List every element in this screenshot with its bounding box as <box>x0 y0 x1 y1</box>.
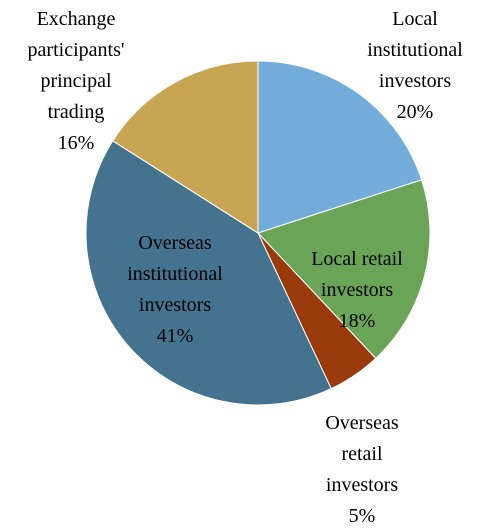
value-label: 41% <box>157 325 194 347</box>
value-label: 18% <box>339 310 376 332</box>
value-label: 16% <box>58 132 95 154</box>
pie-slice <box>112 60 259 234</box>
value-label: 20% <box>397 101 434 123</box>
pie-slice <box>85 140 332 406</box>
value-label: 5% <box>349 505 376 527</box>
pie-slice <box>257 60 423 234</box>
pie-slice <box>257 179 431 360</box>
slice-label: Local retail investors <box>311 248 403 301</box>
slice-label: Local institutional investors <box>367 8 463 92</box>
slice-label: Overseas institutional investors <box>127 232 223 316</box>
slice-label: Overseas retail investors <box>325 412 399 496</box>
slice-label: Exchange participants' principal trading <box>28 8 125 123</box>
